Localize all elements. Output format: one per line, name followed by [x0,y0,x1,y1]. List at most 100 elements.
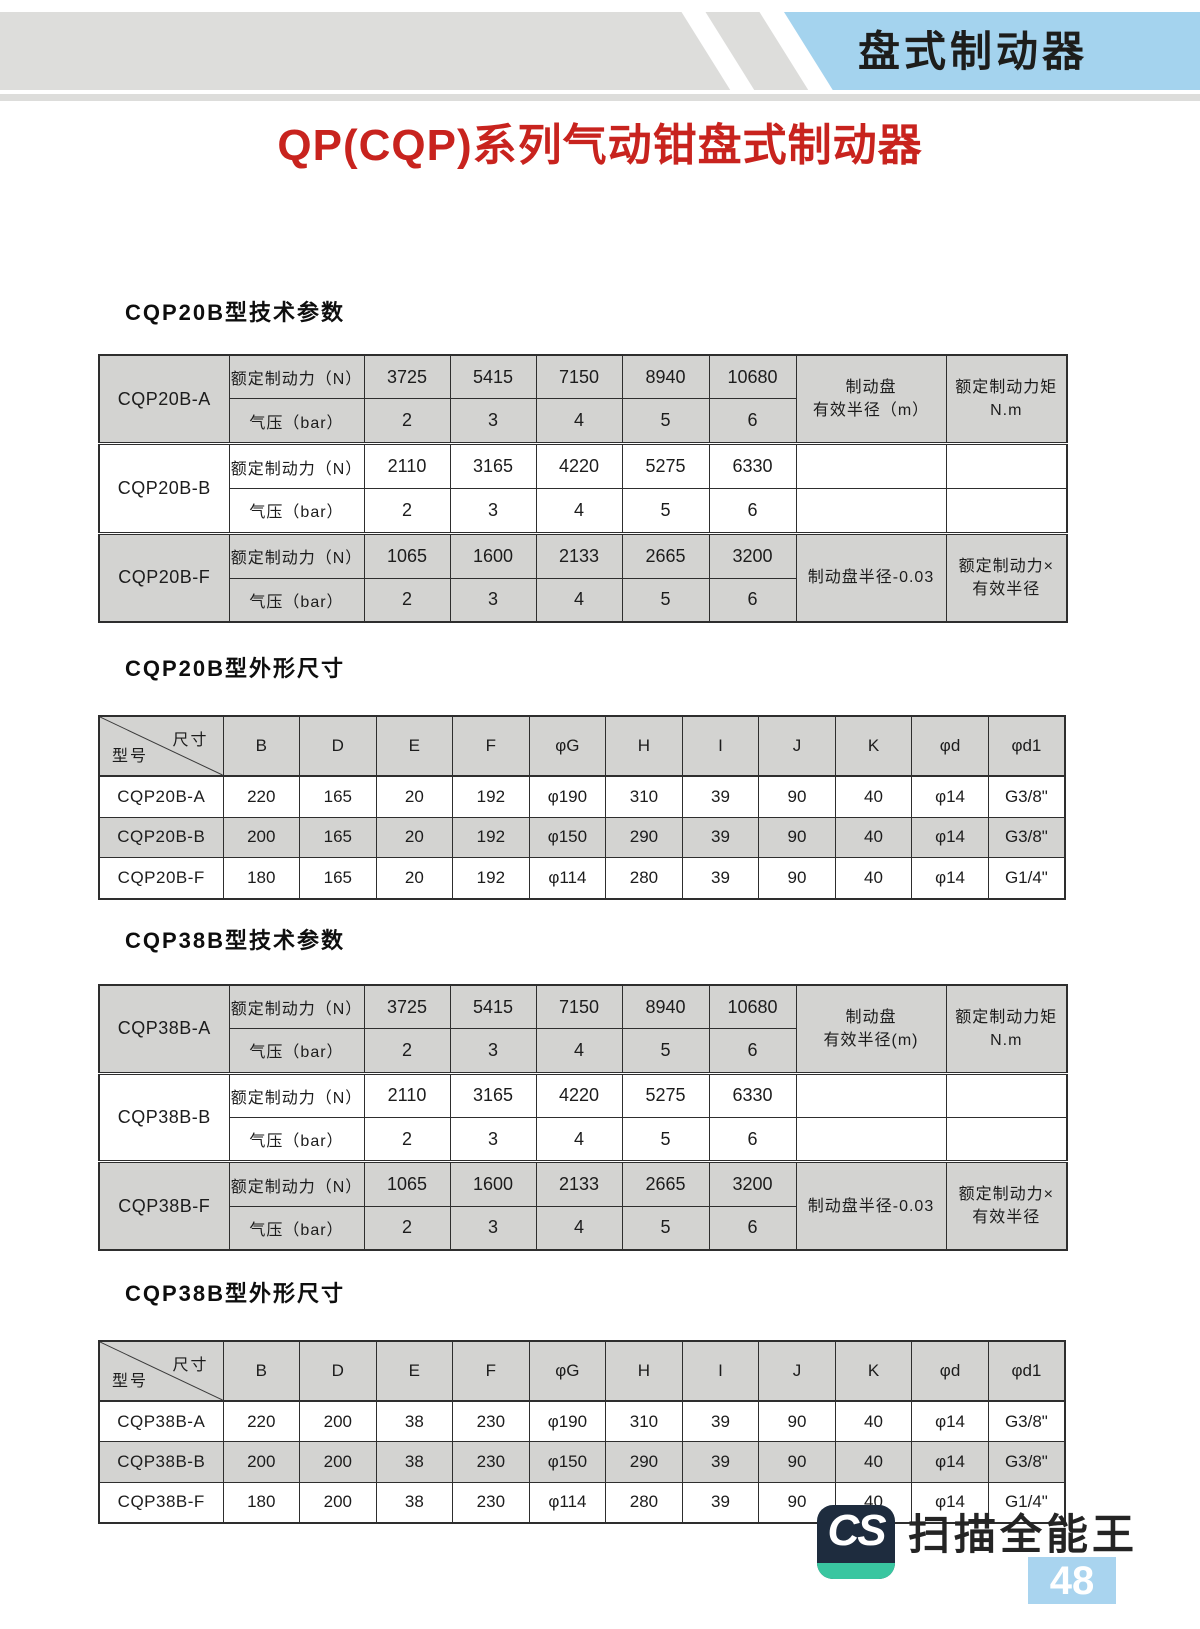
pressure-value-cell: 4 [535,487,623,534]
dim-column-header: J [758,715,836,777]
force-value-cell: 5415 [449,354,537,400]
dim-column-header: φG [528,715,607,777]
dim-value-cell: 90 [758,1441,836,1483]
model-cell: CQP38B-F [98,1481,224,1524]
dim-value-cell: φ114 [528,1481,607,1524]
dim-value-cell: 90 [758,775,836,818]
force-value-cell: 8940 [621,984,710,1030]
force-value-cell: 2110 [363,442,451,489]
row-label-pressure: 气压（bar） [228,487,365,534]
dim-column-header: F [452,715,530,777]
model-cell: CQP20B-B [98,816,224,859]
rated-torque-empty-cell [945,442,1068,489]
pressure-value-cell: 2 [363,1028,451,1074]
corner-label-dimension: 尺寸 [172,1357,209,1374]
corner-label-dimension: 尺寸 [172,732,209,749]
dim-value-cell: 38 [375,1400,454,1443]
force-value-cell: 10680 [708,984,797,1030]
header-band: 盘式制动器 [0,12,1200,90]
dim-value-cell: φ190 [528,775,607,818]
pressure-value-cell: 5 [621,577,710,623]
disc-radius-formula-cell: 制动盘半径-0.03 [795,1160,947,1251]
row-label-pressure: 气压（bar） [228,577,365,623]
model-cell: CQP20B-B [98,442,230,534]
section-heading-cqp38b-dims: CQP38B型外形尺寸 [125,1281,346,1306]
disc-radius-header-cell: 制动盘 有效半径（m） [795,354,947,445]
dim-value-cell: 200 [299,1400,377,1443]
dim-value-cell: φ150 [528,816,607,859]
model-cell: CQP20B-A [98,354,230,445]
pressure-value-cell: 2 [363,1205,451,1251]
camscanner-logo-teal-strip [817,1563,895,1579]
dim-value-cell: 220 [222,775,301,818]
dim-value-cell: 230 [452,1441,530,1483]
corner-header-cell: 尺寸 型号 [98,1340,224,1402]
dim-value-cell: 40 [834,1441,913,1483]
pressure-value-cell: 5 [621,398,710,445]
dim-column-header: K [834,1340,913,1402]
dim-value-cell: 310 [605,775,683,818]
dim-value-cell: φ14 [911,775,989,818]
force-value-cell: 7150 [535,354,623,400]
dim-value-cell: 290 [605,1441,683,1483]
rated-torque-empty-cell [945,1116,1068,1163]
row-label-pressure: 气压（bar） [228,1116,365,1163]
row-label-rated-force: 额定制动力（N） [228,984,365,1030]
force-value-cell: 2110 [363,1071,451,1118]
pressure-value-cell: 4 [535,1028,623,1074]
dim-value-cell: 39 [681,1441,760,1483]
dim-value-cell: 220 [222,1400,301,1443]
model-cell: CQP38B-A [98,1400,224,1443]
force-value-cell: 7150 [535,984,623,1030]
band-stripe [679,12,757,90]
dim-column-header: B [222,715,301,777]
dim-value-cell: 90 [758,816,836,859]
pressure-value-cell: 5 [621,487,710,534]
corner-label-model: 型号 [112,748,149,765]
dim-value-cell: 200 [222,816,301,859]
dim-value-cell: 165 [299,775,377,818]
pressure-value-cell: 3 [449,1116,537,1163]
dim-value-cell: 20 [375,857,454,900]
dim-column-header: I [681,1340,760,1402]
dim-value-cell: 165 [299,816,377,859]
corner-header-cell: 尺寸型号 [98,715,224,777]
dim-column-header: φd1 [987,715,1066,777]
dim-value-cell: 39 [681,1481,760,1524]
dim-column-header: φd [911,1340,989,1402]
dim-value-cell: 200 [299,1481,377,1524]
dim-column-header: J [758,1340,836,1402]
dim-value-cell: φ190 [528,1400,607,1443]
force-value-cell: 6330 [708,442,797,489]
table-cqp38b-tech-params: CQP38B-A 额定制动力（N） 3725 5415 7150 8940 10680 制动盘… [98,984,1068,1251]
force-value-cell: 3200 [708,1160,797,1207]
dim-value-cell: 40 [834,857,913,900]
force-value-cell: 3165 [449,1071,537,1118]
row-label-pressure: 气压（bar） [228,398,365,445]
disc-radius-empty-cell [795,487,947,534]
tech-table: CQP20B-A 额定制动力（N） 3725 5415 7150 8940 10680 制动盘… [98,354,1068,623]
tech-table: CQP38B-A 额定制动力（N） 3725 5415 7150 8940 10680 制动盘… [98,984,1068,1251]
pressure-value-cell: 6 [708,1116,797,1163]
dim-value-cell: 230 [452,1400,530,1443]
diagonal-divider-line [100,717,223,775]
force-value-cell: 8940 [621,354,710,400]
force-value-cell: 4220 [535,442,623,489]
pressure-value-cell: 3 [449,487,537,534]
dim-value-cell: 192 [452,857,530,900]
dim-value-cell: 192 [452,816,530,859]
band-title: 盘式制动器 [857,28,1088,75]
watermark-app-name: 扫描全能王 [908,1511,1139,1558]
dim-value-cell: 39 [681,1400,760,1443]
dim-value-cell: φ114 [528,857,607,900]
rated-torque-header-cell: 额定制动力矩 N.m [945,354,1068,445]
model-cell: CQP20B-A [98,775,224,818]
force-value-cell: 5275 [621,442,710,489]
model-cell: CQP38B-A [98,984,230,1074]
section-heading-cqp20b-dims: CQP20B型外形尺寸 [125,656,346,681]
dim-column-header: E [375,1340,454,1402]
force-value-cell: 3165 [449,442,537,489]
rated-torque-empty-cell [945,1071,1068,1118]
